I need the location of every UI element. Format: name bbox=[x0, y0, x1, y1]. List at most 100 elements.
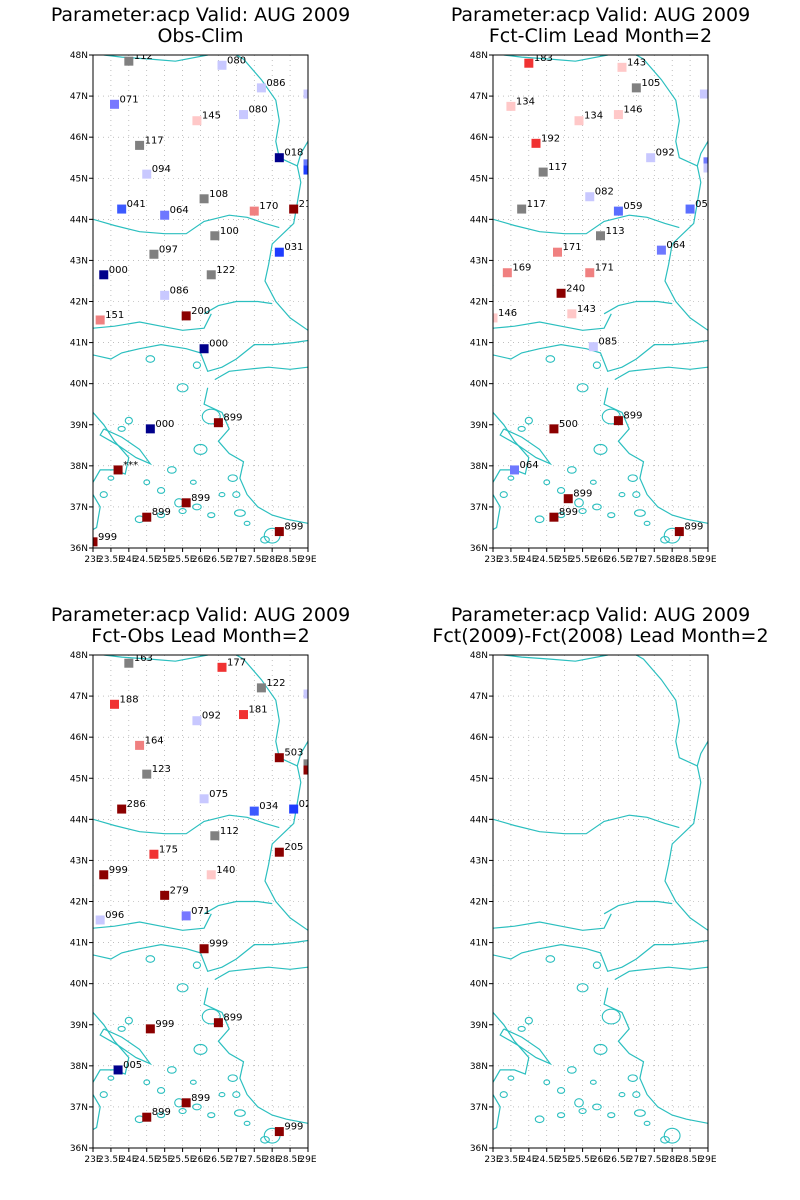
lat-tick-label: 41N bbox=[70, 939, 88, 949]
lat-tick-label: 48N bbox=[470, 51, 488, 61]
lon-tick-label: 24E bbox=[120, 555, 137, 565]
station-label: 145 bbox=[202, 111, 221, 122]
station-marker: 082 bbox=[585, 187, 614, 202]
station-marker: 177 bbox=[217, 657, 246, 672]
lon-tick-label: 25.5E bbox=[570, 1155, 596, 1165]
station-marker: 064 bbox=[510, 460, 539, 475]
station-label: 064 bbox=[170, 205, 189, 216]
station-marker: 899 bbox=[181, 493, 210, 508]
station-marker: 085 bbox=[588, 337, 617, 352]
island-outline bbox=[632, 491, 641, 499]
station-marker: 205 bbox=[274, 842, 303, 857]
island-outline bbox=[576, 383, 589, 393]
station-marker: 192 bbox=[531, 133, 560, 148]
lat-tick-label: 48N bbox=[470, 651, 488, 661]
station-label: 059 bbox=[623, 201, 642, 212]
station-label: 105 bbox=[641, 78, 660, 89]
island-outline bbox=[524, 1016, 533, 1025]
station-marker: *** bbox=[113, 460, 138, 475]
station-marker: 143 bbox=[567, 304, 596, 319]
station-label: 134 bbox=[516, 96, 535, 107]
station-marker: 117 bbox=[135, 135, 164, 150]
lat-tick-label: 45N bbox=[70, 174, 88, 184]
station-label: 999 bbox=[109, 865, 128, 876]
lon-tick-label: 27.5E bbox=[241, 1155, 267, 1165]
island-outline bbox=[618, 491, 626, 498]
station-label: 094 bbox=[152, 164, 171, 175]
station-marker: 064 bbox=[703, 157, 708, 167]
lat-tick-label: 36N bbox=[70, 1144, 88, 1154]
station-marker: 086 bbox=[160, 285, 189, 300]
station-square bbox=[181, 311, 191, 321]
station-marker: 899 bbox=[181, 1093, 210, 1108]
coastline bbox=[493, 1094, 501, 1131]
station-label: 171 bbox=[595, 263, 614, 274]
station-square bbox=[99, 870, 109, 880]
station-square bbox=[135, 140, 145, 150]
lon-tick-label: 24E bbox=[520, 1155, 537, 1165]
station-marker: 899 bbox=[563, 489, 592, 504]
coastline bbox=[93, 814, 280, 835]
station-square bbox=[113, 1065, 123, 1075]
station-square bbox=[685, 204, 695, 214]
station-marker: 099 bbox=[303, 89, 308, 99]
lon-tick-label: 23.5E bbox=[98, 555, 124, 565]
station-marker: 096 bbox=[95, 910, 124, 925]
station-square bbox=[274, 247, 284, 257]
station-square bbox=[303, 759, 308, 769]
station-label: 999 bbox=[98, 532, 117, 543]
station-square bbox=[181, 911, 191, 921]
lon-tick-label: 27.5E bbox=[641, 1155, 667, 1165]
coastline bbox=[93, 494, 101, 531]
lon-tick-label: 23E bbox=[484, 1155, 501, 1165]
station-label: 899 bbox=[223, 1013, 242, 1024]
station-label: 086 bbox=[170, 285, 189, 296]
station-label: 088 bbox=[709, 84, 728, 95]
station-label: 140 bbox=[216, 865, 235, 876]
station-marker: 240 bbox=[556, 283, 585, 298]
panel-title: Parameter:acp Valid: AUG 2009 bbox=[51, 4, 350, 26]
coastline bbox=[214, 366, 308, 381]
lat-tick-label: 44N bbox=[70, 815, 88, 825]
station-square bbox=[517, 204, 527, 214]
station-square bbox=[117, 204, 127, 214]
island-outline bbox=[99, 1091, 108, 1099]
station-square bbox=[563, 494, 573, 504]
island-outline bbox=[566, 1066, 577, 1074]
station-square bbox=[506, 101, 516, 111]
island-outline bbox=[507, 475, 515, 481]
lat-tick-label: 45N bbox=[470, 174, 488, 184]
station-marker: 064 bbox=[160, 205, 189, 220]
lon-tick-label: 28.5E bbox=[277, 555, 303, 565]
station-label: 151 bbox=[105, 310, 124, 321]
lat-tick-label: 38N bbox=[470, 462, 488, 472]
lat-tick-label: 41N bbox=[470, 939, 488, 949]
island-outline bbox=[627, 1074, 638, 1082]
coastline bbox=[214, 966, 308, 981]
island-outline bbox=[189, 1079, 197, 1085]
station-square bbox=[95, 915, 105, 925]
lon-tick-label: 28.5E bbox=[277, 1155, 303, 1165]
station-marker: 899 bbox=[274, 522, 303, 537]
station-square bbox=[510, 465, 519, 475]
station-marker: 169 bbox=[502, 263, 531, 278]
station-marker: 000 bbox=[145, 419, 174, 434]
lon-tick-label: 27E bbox=[228, 1155, 245, 1165]
station-square bbox=[549, 424, 559, 434]
coastline bbox=[203, 987, 308, 1124]
coastline bbox=[614, 366, 708, 381]
station-label: 503 bbox=[284, 748, 303, 759]
island-outline bbox=[627, 474, 638, 482]
map-panel-4: Parameter:acp Valid: AUG 2009Fct(2009)-F… bbox=[432, 604, 768, 1165]
station-label: 146 bbox=[623, 105, 642, 116]
station-marker: 122 bbox=[206, 265, 235, 280]
station-square bbox=[574, 116, 584, 126]
island-outline bbox=[207, 512, 216, 519]
coastline bbox=[603, 300, 673, 315]
island-outline bbox=[107, 475, 115, 481]
lat-tick-label: 37N bbox=[470, 1103, 488, 1113]
station-square bbox=[585, 192, 595, 202]
coastline bbox=[493, 214, 680, 235]
